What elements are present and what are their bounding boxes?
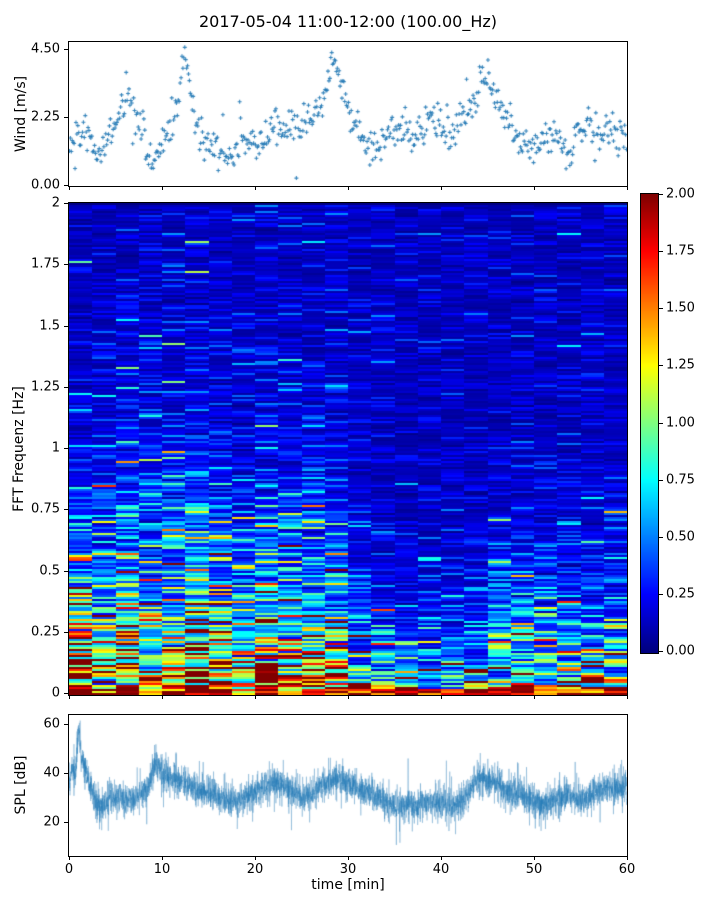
spl-panel (68, 714, 628, 857)
spl-line-plot (69, 715, 627, 856)
fft-x-tickmark (348, 695, 349, 699)
colorbar-tick-label: 0.00 (666, 643, 695, 659)
fft-y-tick-label: 1.25 (31, 379, 60, 395)
spl-y-tickmark (64, 822, 68, 824)
fft-y-tickmark (64, 325, 68, 327)
fft-x-tickmark (162, 695, 163, 699)
wind-scatter-panel (68, 41, 628, 187)
colorbar (640, 193, 659, 654)
wind-x-tickmark (348, 186, 349, 190)
wind-y-tickmark (64, 48, 68, 50)
x-tick-label: 10 (153, 862, 171, 877)
spl-x-tickmark (162, 856, 163, 860)
fft-y-tickmark (64, 509, 68, 511)
fft-y-tick-label: 0 (51, 685, 60, 701)
colorbar-tick-label: 0.75 (666, 472, 695, 488)
x-tick-label: 60 (618, 862, 636, 877)
fft-y-tickmark (64, 693, 68, 694)
fft-y-tickmark (64, 264, 68, 266)
wind-y-tickmark (64, 116, 68, 118)
fft-y-tick-label: 1.5 (39, 318, 60, 333)
colorbar-tick-label: 1.75 (666, 243, 695, 259)
fft-y-tickmark (64, 448, 68, 449)
colorbar-tickmark (659, 194, 663, 195)
spl-y-axis-label: SPL [dB] (13, 755, 29, 815)
colorbar-tickmark (659, 479, 663, 481)
fft-y-tick-label: 2 (51, 195, 60, 211)
wind-x-tickmark (69, 186, 70, 190)
colorbar-tick-label: 1.50 (666, 300, 695, 316)
wind-x-tickmark (441, 186, 442, 190)
colorbar-tickmark (659, 251, 663, 253)
wind-y-tick-label: 4.50 (31, 41, 60, 57)
spl-x-tickmark (441, 856, 442, 860)
colorbar-tick-label: 1.25 (666, 357, 695, 373)
spl-y-tick-label: 60 (43, 716, 60, 732)
fft-y-tickmark (64, 631, 68, 633)
colorbar-tickmark (659, 536, 663, 538)
wind-x-tickmark (255, 186, 256, 190)
chart-title: 2017-05-04 11:00-12:00 (100.00_Hz) (198, 12, 498, 31)
wind-y-tick-label: 2.25 (31, 109, 60, 125)
colorbar-tickmark (659, 308, 663, 310)
colorbar-tickmark (659, 422, 663, 424)
fft-y-tickmark (64, 203, 68, 204)
fft-x-tickmark (534, 695, 535, 699)
spl-x-tickmark (534, 856, 535, 860)
fft-y-tick-label: 0.5 (39, 563, 60, 578)
spl-y-tickmark (64, 773, 68, 775)
x-tick-label: 20 (246, 862, 264, 877)
colorbar-gradient (641, 194, 658, 653)
fft-y-tick-label: 1.75 (31, 256, 60, 272)
colorbar-tick-label: 0.50 (666, 529, 695, 545)
fft-x-tickmark (441, 695, 442, 699)
colorbar-tick-label: 0.25 (666, 586, 695, 602)
spl-x-tickmark (69, 856, 70, 860)
spectrogram-panel (68, 202, 628, 696)
fft-y-tick-label: 0.25 (31, 624, 60, 640)
spectrogram-heatmap (69, 203, 627, 695)
fft-x-tickmark (69, 695, 70, 699)
fft-y-tick-label: 0.75 (31, 501, 60, 517)
x-tick-label: 30 (339, 862, 357, 877)
wind-y-tickmark (64, 185, 68, 186)
wind-x-tickmark (627, 186, 628, 190)
x-axis-label: time [min] (311, 877, 385, 893)
spl-y-tickmark (64, 723, 68, 725)
fft-x-tickmark (627, 695, 628, 699)
colorbar-tick-label: 2.00 (666, 186, 695, 202)
spl-y-tick-label: 40 (43, 765, 60, 781)
x-tick-label: 50 (525, 862, 543, 877)
fft-y-tick-label: 1 (51, 440, 60, 456)
spl-x-tickmark (255, 856, 256, 860)
fft-x-tickmark (255, 695, 256, 699)
wind-y-tick-label: 0.00 (31, 177, 60, 193)
x-tick-label: 40 (432, 862, 450, 877)
wind-x-tickmark (534, 186, 535, 190)
wind-x-tickmark (162, 186, 163, 190)
x-tick-label: 0 (64, 862, 74, 877)
spl-y-tick-label: 20 (43, 814, 60, 830)
fft-y-tickmark (64, 570, 68, 572)
spl-x-tickmark (627, 856, 628, 860)
fft-y-tickmark (64, 386, 68, 388)
colorbar-tickmark (659, 651, 663, 652)
colorbar-tickmark (659, 593, 663, 595)
spl-x-tickmark (348, 856, 349, 860)
colorbar-tick-label: 1.00 (666, 415, 695, 430)
colorbar-tickmark (659, 365, 663, 367)
wind-scatter-plot (69, 42, 627, 186)
